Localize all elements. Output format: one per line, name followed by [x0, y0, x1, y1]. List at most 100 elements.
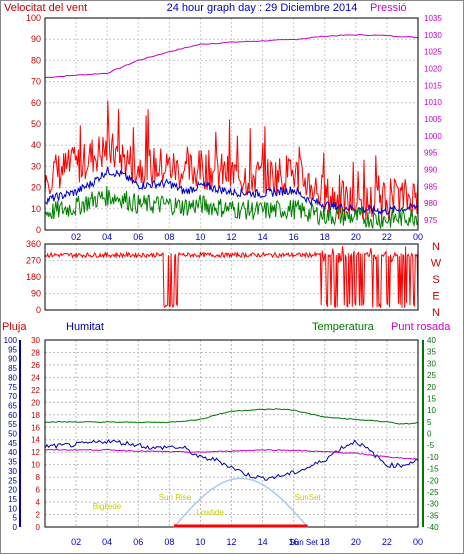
temperature-series-line: [44, 408, 418, 425]
time-tick-label: 22: [382, 232, 392, 242]
pressure-tick-label: 1035: [424, 14, 442, 23]
humidity-tick-label: 75: [8, 383, 17, 392]
rain-tick-label: 10: [31, 461, 40, 470]
wind-speed-tick-label: 60: [31, 98, 41, 108]
sunset-label: SunSet: [295, 493, 322, 502]
chart-title: 24 hour graph day : 29 Diciembre 2014: [167, 2, 358, 14]
pressure-series-line: [44, 34, 419, 79]
temperature-humidity-series: [44, 408, 419, 481]
humidity-tick-label: 70: [8, 392, 17, 401]
temperature-tick-label: 20: [427, 383, 436, 392]
solar-arc: [173, 477, 309, 528]
time-tick-label: 06: [133, 537, 143, 547]
humidity-tick-label: 10: [8, 504, 17, 513]
wind-speed-tick-label: 100: [26, 13, 41, 23]
pressure-tick-label: 1010: [424, 98, 442, 107]
humidity-tick-label: 20: [8, 486, 17, 495]
pressure-tick-label: 1030: [424, 31, 442, 40]
wind-speed-tick-label: 90: [31, 34, 41, 44]
time-axis-ticks-top: 02 04 06 08 10 12 14 16 18 20 22 00: [71, 232, 423, 242]
temperature-tick-label: 30: [427, 359, 436, 368]
wind-speed-tick-label: 80: [31, 55, 41, 65]
time-tick-label: 16: [289, 537, 299, 547]
pressure-tick-label: 1015: [424, 81, 442, 90]
humidity-tick-label: 100: [4, 336, 18, 345]
time-tick-label: 02: [71, 232, 81, 242]
direction-tick-label: 90: [31, 289, 41, 299]
wind-direction-plot-frame: [44, 243, 419, 311]
time-tick-label: 08: [164, 537, 174, 547]
rain-tick-label: 4: [36, 498, 41, 507]
wind-pressure-series: [44, 34, 419, 229]
time-tick-label: 10: [195, 537, 205, 547]
humidity-tick-label: 15: [8, 495, 17, 504]
humidity-tick-label: 60: [8, 411, 17, 420]
compass-letter: E: [432, 291, 439, 303]
temperature-tick-label: 0: [427, 430, 432, 439]
pressure-axis-title: Pressió: [370, 2, 407, 14]
sunset-bottom-label: Sun Set: [289, 538, 318, 547]
rain-axis-title: Pluja: [2, 321, 27, 333]
humidity-tick-label: 35: [8, 458, 17, 467]
rain-tick-label: 6: [36, 486, 41, 495]
humidity-tick-label: 0: [13, 523, 18, 532]
pressure-tick-label: 980: [424, 199, 438, 208]
temperature-tick-label: -10: [427, 453, 439, 462]
wind-pressure-plot-frame: [44, 17, 419, 231]
time-tick-label: 00: [413, 232, 423, 242]
temperature-tick-label: -30: [427, 500, 439, 509]
wind-direction-axis-ticks: 0 90 180 270 360: [26, 239, 41, 315]
time-tick-label: 18: [320, 537, 330, 547]
time-tick-label: 18: [320, 232, 330, 242]
temperature-tick-label: 15: [427, 394, 436, 403]
time-tick-label: 12: [226, 232, 236, 242]
pressure-tick-label: 990: [424, 165, 438, 174]
time-tick-label: 14: [258, 537, 268, 547]
humidity-tick-label: 50: [8, 430, 17, 439]
pressure-tick-label: 995: [424, 149, 438, 158]
time-tick-label: 10: [195, 232, 205, 242]
rain-tick-label: 24: [31, 373, 40, 382]
temperature-tick-label: -5: [427, 441, 435, 450]
wind-direction-series-line: [44, 246, 419, 309]
time-tick-label: 20: [351, 537, 361, 547]
sun-annotations: Bigliede Sun Rise Lowtide SunSet Sun Set: [93, 477, 322, 547]
temperature-axis-title: Temperatura: [312, 321, 375, 333]
temperature-tick-label: -15: [427, 465, 439, 474]
wind-speed-tick-label: 10: [31, 204, 41, 214]
pressure-axis-ticks: 975 980 985 990 995 1000 1005 1010 1015 1020 1025 1…: [424, 14, 442, 225]
wind-direction-series: [44, 246, 419, 309]
temperature-tick-label: -25: [427, 488, 439, 497]
wind-speed-tick-label: 30: [31, 161, 41, 171]
temperature-tick-label: 40: [427, 336, 436, 345]
direction-tick-label: 0: [36, 305, 41, 315]
rain-tick-label: 16: [31, 423, 40, 432]
time-tick-label: 08: [164, 232, 174, 242]
humidity-tick-label: 65: [8, 401, 17, 410]
humidity-tick-label: 95: [8, 345, 17, 354]
humidity-tick-label: 5: [13, 514, 18, 523]
humidity-axis-ticks: 0510152025303540455055606570758085909510…: [4, 336, 21, 532]
pressure-tick-label: 975: [424, 216, 438, 225]
time-tick-label: 04: [102, 537, 112, 547]
humidity-series-line: [44, 439, 419, 481]
wind-speed-axis-title: Velocitat del vent: [4, 2, 87, 14]
compass-letter: N: [432, 307, 440, 319]
direction-tick-label: 270: [26, 256, 41, 266]
sunrise-label: Sun Rise: [159, 493, 192, 502]
pressure-tick-label: 1025: [424, 48, 442, 57]
temperature-tick-label: -20: [427, 476, 439, 485]
compass-letter: N: [432, 241, 440, 253]
time-tick-label: 20: [351, 232, 361, 242]
rain-tick-label: 2: [36, 511, 41, 520]
temperature-tick-label: 25: [427, 371, 436, 380]
temperature-tick-label: -40: [427, 523, 439, 532]
rain-tick-label: 12: [31, 448, 40, 457]
humidity-tick-label: 80: [8, 373, 17, 382]
gust-series-line: [44, 100, 419, 222]
rain-tick-label: 0: [36, 523, 41, 532]
temperature-tick-label: -35: [427, 511, 439, 520]
